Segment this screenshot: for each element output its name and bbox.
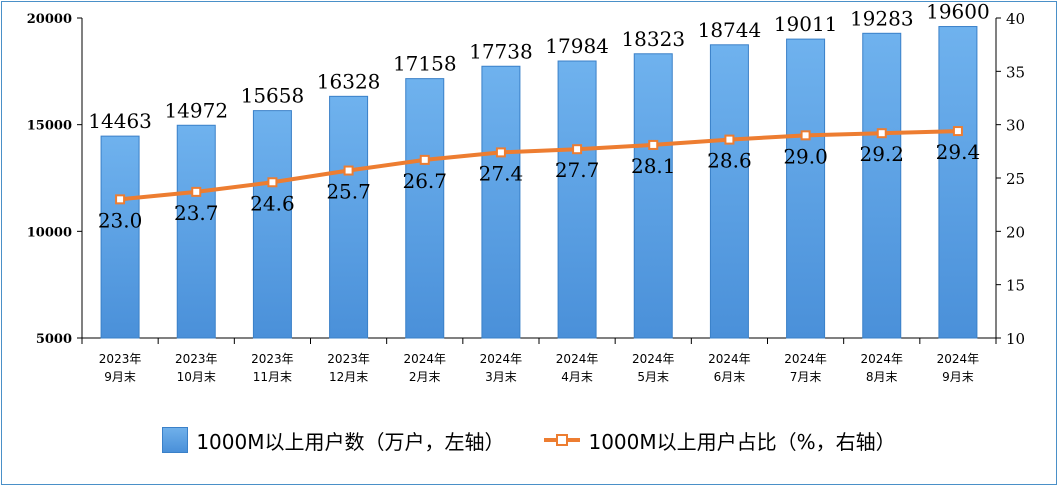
line-point [115,194,126,205]
category-month-label: 5月末 [637,370,669,384]
bar [405,78,445,339]
category-year-label: 2024年 [937,352,980,366]
category-year-label: 2024年 [403,352,446,366]
line-value-label: 28.1 [631,154,676,178]
bars-group [100,26,978,339]
line-value-label: 27.7 [555,158,600,182]
bar-value-label: 15658 [241,84,305,108]
bar-labels-group: 14463 14972 15658 16328 17158 17738 17984 18323… [88,2,989,133]
bar-value-label: 17158 [393,52,457,76]
legend-line-swatch [544,428,581,452]
category-year-label: 2023年 [99,352,142,366]
line-point [419,154,430,165]
y-right-tick-label: 30 [1006,117,1025,135]
category-month-label: 11月末 [253,370,292,384]
line-labels-group: 23.0 23.7 24.6 25.7 26.7 27.4 27.7 28.1 28.6 29.0… [98,140,980,232]
bar-value-label: 19011 [774,12,838,36]
line-point [343,165,354,176]
bar [633,53,673,339]
line-point [724,134,735,145]
category-month-label: 9月末 [104,370,136,384]
bar [252,110,292,339]
line-value-label: 23.7 [174,201,219,225]
line-point [267,177,278,188]
line-point [876,128,887,139]
bar [938,26,978,339]
line-group [115,126,963,205]
y-left-tick-label: 15000 [27,119,72,134]
bar [329,95,369,339]
category-month-label: 6月末 [714,370,746,384]
line-value-label: 26.7 [402,169,447,193]
line-value-label: 25.7 [326,180,371,204]
line-point [191,186,202,197]
y-right-tick-label: 40 [1006,10,1025,28]
line-value-label: 28.6 [707,149,752,173]
legend-item-bar: 1000M以上用户数（万户，左轴） [162,426,504,455]
bar [862,32,902,339]
category-year-label: 2024年 [632,352,675,366]
bar [709,44,749,339]
legend-item-line: 1000M以上用户占比（%，右轴） [544,426,896,455]
legend-bar-label: 1000M以上用户数（万户，左轴） [196,429,505,454]
line-point [572,144,583,155]
bar-value-label: 14972 [164,98,228,122]
bar [176,124,216,339]
bar-value-label: 19600 [926,2,990,24]
line-value-label: 24.6 [250,191,295,215]
y-left-tick-label: 5000 [36,332,72,347]
category-year-label: 2024年 [860,352,903,366]
category-month-label: 9月末 [942,370,974,384]
line-point [952,126,963,137]
bar-value-label: 16328 [317,69,381,93]
y-left-tick-label: 10000 [27,225,72,240]
line-point [800,130,811,141]
bar [557,60,597,339]
y-right-tick-label: 10 [1006,330,1025,348]
bar-value-label: 17984 [545,34,609,58]
category-month-label: 2月末 [409,370,441,384]
line-value-label: 29.0 [783,144,828,168]
category-year-label: 2024年 [556,352,599,366]
bar [481,65,521,339]
bar-value-label: 17738 [469,39,533,63]
bar-value-label: 18323 [621,27,685,51]
line-point [495,147,506,158]
category-year-label: 2023年 [327,352,370,366]
y-left-tick-label: 20000 [27,12,72,27]
category-month-label: 7月末 [790,370,822,384]
legend-bar-swatch [162,427,189,453]
line-value-label: 27.4 [479,161,524,185]
axes-group: 5000 10000 15000 20000 10 15 20 25 30 35 40 [27,10,1025,348]
y-right-tick-label: 25 [1006,170,1025,188]
line-value-label: 23.0 [98,208,143,232]
legend: 1000M以上用户数（万户，左轴） 1000M以上用户占比（%，右轴） [2,422,1056,458]
category-month-label: 10月末 [177,370,216,384]
category-month-label: 4月末 [561,370,593,384]
legend-line-label: 1000M以上用户占比（%，右轴） [588,429,896,454]
bar [100,135,140,339]
category-month-label: 8月末 [866,370,898,384]
category-month-label: 12月末 [329,370,368,384]
bar-value-label: 14463 [88,109,152,133]
y-right-tick-label: 15 [1006,277,1025,295]
y-right-tick-label: 20 [1006,223,1025,241]
line-value-label: 29.4 [936,140,981,164]
line-point [648,139,659,150]
category-year-label: 2024年 [784,352,827,366]
y-right-tick-label: 35 [1006,63,1025,81]
category-labels-group: 2023年 9月末 2023年 10月末 2023年 11月末 2023年 12月末 2024年… [99,352,979,384]
category-year-label: 2023年 [175,352,218,366]
line-value-label: 29.2 [859,142,904,166]
category-year-label: 2024年 [708,352,751,366]
category-year-label: 2023年 [251,352,294,366]
bar-value-label: 19283 [850,6,914,30]
line-series [119,129,958,202]
category-month-label: 3月末 [485,370,517,384]
category-year-label: 2024年 [480,352,523,366]
bar [786,38,826,339]
bar-value-label: 18744 [698,18,762,42]
